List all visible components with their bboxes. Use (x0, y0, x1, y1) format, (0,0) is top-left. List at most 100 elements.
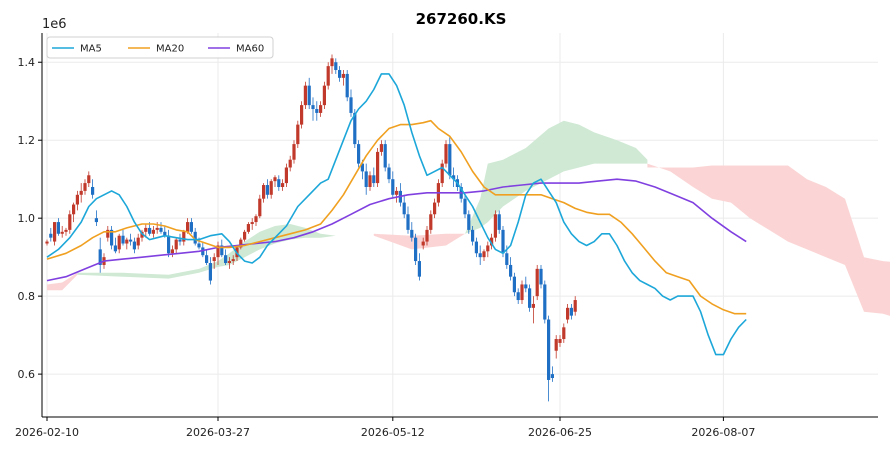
candle (410, 222, 414, 242)
candle-body (395, 190, 399, 195)
candle (569, 303, 573, 320)
candle (421, 237, 425, 250)
candle (49, 227, 53, 242)
candle-body (75, 194, 79, 205)
candle (208, 257, 212, 285)
candle (129, 233, 133, 246)
candle (516, 288, 520, 304)
candle (531, 296, 535, 324)
candle-body (53, 222, 57, 242)
candle (303, 81, 307, 110)
candle-body (463, 198, 467, 215)
candle (326, 62, 330, 90)
candle (334, 58, 338, 74)
candle-body (482, 251, 486, 258)
candle-body (490, 237, 494, 246)
candle-body (414, 237, 418, 262)
candle-body (227, 261, 231, 264)
candle-body (220, 245, 224, 256)
candle-body (448, 144, 452, 176)
candle-body (224, 255, 228, 264)
candle (490, 233, 494, 250)
candle (307, 77, 311, 110)
candle-body (186, 222, 190, 232)
y-tick-label: 0.8 (18, 290, 36, 303)
candle-body (110, 229, 114, 246)
ma20-line (46, 119, 747, 315)
candle (224, 249, 228, 265)
candle (269, 179, 273, 199)
candle (277, 175, 281, 191)
candle (535, 264, 539, 301)
candle-body (554, 339, 558, 351)
candle (364, 163, 368, 195)
candle-body (174, 239, 178, 250)
candle (398, 183, 402, 207)
candle (75, 190, 79, 211)
candle (250, 218, 254, 230)
candle-body (349, 97, 353, 113)
candle (167, 229, 171, 258)
candle (566, 303, 570, 324)
candle (136, 233, 140, 250)
candle (338, 66, 342, 82)
candle (554, 335, 558, 359)
candle (193, 227, 197, 246)
candle (110, 225, 114, 250)
candle-body (98, 249, 102, 265)
candle (440, 159, 444, 187)
candle-body (379, 144, 383, 152)
candle-body (269, 181, 273, 195)
candle-body (486, 245, 490, 252)
candle-body (516, 292, 520, 301)
candle-body (87, 175, 91, 184)
candle-body (410, 229, 414, 238)
candle (311, 97, 315, 121)
candle-body (72, 204, 76, 215)
candle (402, 194, 406, 219)
candle-body (569, 307, 573, 316)
candle-body (91, 186, 95, 195)
candle (98, 237, 102, 273)
candle-body (56, 222, 60, 234)
candle (395, 186, 399, 203)
candle-body (151, 229, 155, 234)
candle (281, 179, 285, 191)
x-tick-label: 2026-06-25 (528, 426, 592, 439)
candle-body (121, 235, 125, 244)
legend-label: MA5 (80, 44, 102, 55)
candle (117, 233, 121, 254)
candle (170, 245, 174, 258)
candle (246, 222, 250, 234)
candle-body (132, 241, 136, 250)
cloud-bullish (465, 120, 648, 234)
candle-body (558, 339, 562, 343)
candle (91, 179, 95, 199)
ma60-line (46, 178, 747, 282)
x-tick-label: 2026-05-12 (361, 426, 425, 439)
candle (300, 101, 304, 129)
candle-body (406, 214, 410, 230)
candle (284, 163, 288, 187)
candle-body (509, 264, 513, 277)
candle (205, 249, 209, 265)
candle (151, 225, 155, 238)
candle-body (159, 227, 163, 232)
candle (201, 241, 205, 258)
candle (520, 280, 524, 304)
legend-label: MA60 (236, 44, 264, 55)
candle-body (391, 179, 395, 195)
candle-body (467, 214, 471, 230)
candle (258, 194, 262, 219)
candle (265, 179, 269, 199)
candle-body (330, 58, 334, 67)
candle (478, 245, 482, 265)
candle-body (528, 288, 532, 308)
candle (189, 218, 193, 234)
candle-body (208, 263, 212, 281)
candle-body (372, 175, 376, 184)
candle-body (243, 231, 247, 240)
candle (543, 280, 547, 324)
candle-body (417, 261, 421, 277)
cloud-bearish (47, 272, 78, 291)
